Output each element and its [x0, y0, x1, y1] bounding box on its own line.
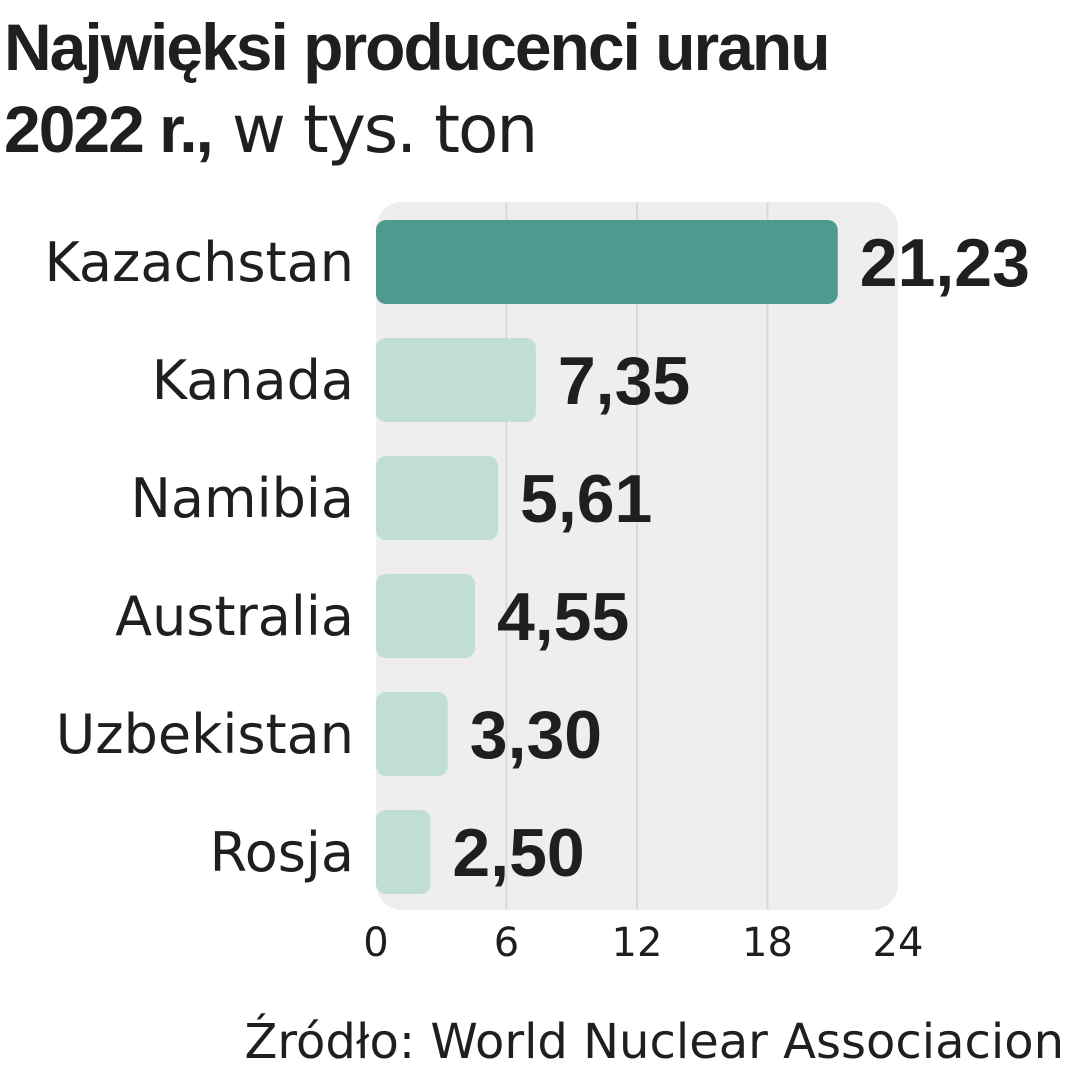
title-unit: w tys. ton: [231, 91, 538, 168]
chart-title: Najwięksi producenci uranu 2022 r., w ty…: [4, 6, 831, 171]
category-label-kanada: Kanada: [152, 349, 354, 412]
value-label-namibia: 5,61: [520, 461, 652, 537]
bar-kanada: [376, 338, 536, 422]
tick-label-24: 24: [873, 920, 924, 966]
title-year: 2022 r.,: [4, 92, 214, 166]
bar-uzbekistan: [376, 692, 448, 776]
category-label-kazachstan: Kazachstan: [44, 231, 354, 294]
value-label-kazachstan: 21,23: [860, 225, 1030, 301]
tick-label-0: 0: [363, 920, 388, 966]
value-label-rosja: 2,50: [452, 815, 584, 891]
bar-rosja: [376, 810, 431, 894]
tick-label-12: 12: [612, 920, 663, 966]
category-label-namibia: Namibia: [131, 467, 354, 530]
value-label-kanada: 7,35: [558, 343, 690, 419]
category-label-rosja: Rosja: [210, 821, 354, 884]
tick-label-18: 18: [742, 920, 793, 966]
title-line-1: Najwięksi producenci uranu: [4, 10, 831, 84]
category-label-australia: Australia: [115, 585, 354, 648]
title-line-2: 2022 r., w tys. ton: [4, 88, 829, 171]
tick-label-6: 6: [494, 920, 519, 966]
bar-chart: Kazachstan 21,23 Kanada 7,35 Namibia 5,61 Aust…: [44, 202, 1030, 966]
category-label-uzbekistan: Uzbekistan: [56, 703, 354, 766]
bar-namibia: [376, 456, 499, 540]
bar-kazachstan: [376, 220, 838, 304]
value-label-uzbekistan: 3,30: [470, 697, 602, 773]
bar-australia: [376, 574, 475, 658]
value-label-australia: 4,55: [497, 579, 629, 655]
source-note: Źródło: World Nuclear Associacion: [244, 1014, 1064, 1070]
